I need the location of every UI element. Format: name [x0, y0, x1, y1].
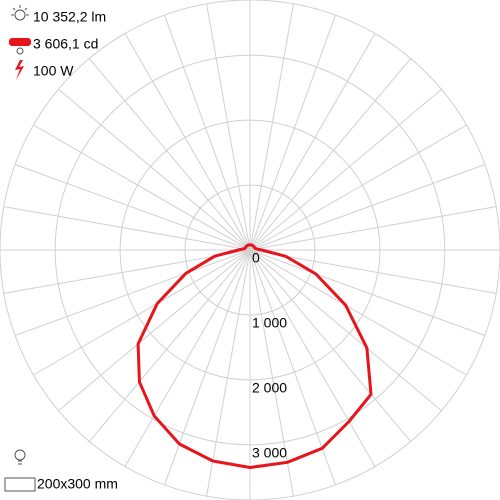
- intensity-curve: [136, 243, 373, 469]
- flux-icon: [11, 5, 29, 21]
- grid-ring: [184, 184, 316, 316]
- size-icon: [4, 477, 36, 492]
- max-icon: [9, 38, 31, 55]
- spoke: [206, 3, 294, 497]
- r-tick-label: 2 000: [252, 380, 287, 396]
- r-tick-label: 0: [252, 250, 260, 266]
- power: 100 W: [33, 63, 74, 79]
- grid-ring: [119, 119, 381, 381]
- grid-ring: [54, 54, 446, 446]
- lamp-icon: [14, 449, 26, 465]
- r-tick-label: 3 000: [252, 445, 287, 461]
- max-intensity: 3 606,1 cd: [33, 36, 98, 52]
- r-tick-label: 1 000: [252, 315, 287, 331]
- flux: 10 352,2 lm: [33, 9, 106, 25]
- size: 200x300 mm: [37, 476, 118, 492]
- power-icon: [15, 60, 24, 80]
